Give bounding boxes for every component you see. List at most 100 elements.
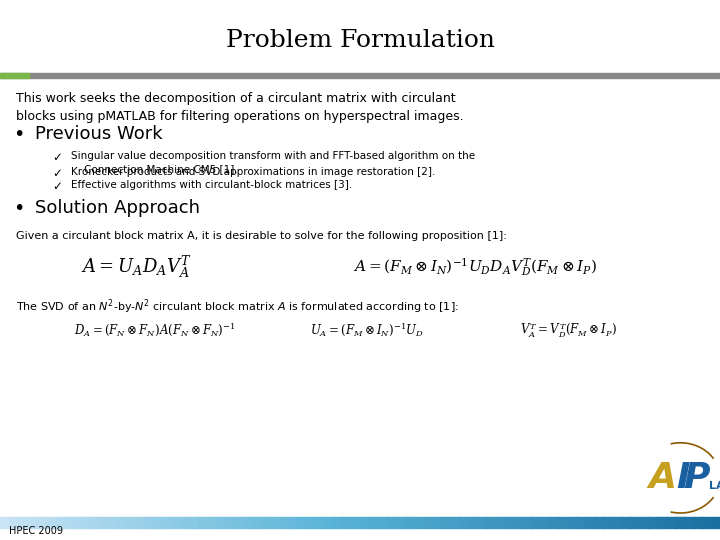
Bar xyxy=(0,517,11,528)
Bar xyxy=(351,517,361,528)
Text: ✓: ✓ xyxy=(52,167,62,180)
Bar xyxy=(405,517,415,528)
Bar xyxy=(153,517,163,528)
Bar xyxy=(288,517,298,528)
Text: LAB: LAB xyxy=(709,481,720,491)
Text: The SVD of an $N^2$-by-$N^2$ circulant block matrix $A$ is formulated according : The SVD of an $N^2$-by-$N^2$ circulant b… xyxy=(16,297,459,315)
Bar xyxy=(531,517,541,528)
Text: $D_A = (F_N \otimes F_N) A (F_N \otimes F_N)^{-1}$: $D_A = (F_N \otimes F_N) A (F_N \otimes … xyxy=(74,322,235,339)
Text: •: • xyxy=(13,125,24,144)
Bar xyxy=(504,517,514,528)
Bar xyxy=(522,517,533,528)
Bar xyxy=(279,517,289,528)
Bar xyxy=(90,517,101,528)
Text: $U_A = (F_M \otimes I_N)^{-1} U_D$: $U_A = (F_M \otimes I_N)^{-1} U_D$ xyxy=(310,322,424,339)
Bar xyxy=(702,517,713,528)
Bar xyxy=(63,517,73,528)
Bar xyxy=(207,517,217,528)
Bar xyxy=(306,517,317,528)
Bar xyxy=(648,517,658,528)
Text: Problem Formulation: Problem Formulation xyxy=(225,29,495,52)
Bar xyxy=(234,517,245,528)
Text: This work seeks the decomposition of a circulant matrix with circulant
blocks us: This work seeks the decomposition of a c… xyxy=(16,92,464,123)
Bar xyxy=(540,517,550,528)
Bar xyxy=(711,517,720,528)
Bar xyxy=(459,517,469,528)
Bar xyxy=(297,517,307,528)
Bar xyxy=(369,517,379,528)
Bar xyxy=(621,517,631,528)
Text: Previous Work: Previous Work xyxy=(35,125,162,143)
Bar xyxy=(9,517,19,528)
Bar xyxy=(27,517,37,528)
Text: I: I xyxy=(676,461,689,495)
Text: P: P xyxy=(684,461,710,495)
Bar xyxy=(0,73,720,78)
Bar xyxy=(54,517,65,528)
Bar xyxy=(36,517,46,528)
Bar xyxy=(135,517,145,528)
Bar xyxy=(81,517,91,528)
Bar xyxy=(495,517,505,528)
Bar xyxy=(594,517,605,528)
Bar xyxy=(360,517,370,528)
Text: $A = (F_M \otimes I_N)^{-1} U_D D_A V_D^T (F_M \otimes I_P)$: $A = (F_M \otimes I_N)^{-1} U_D D_A V_D^… xyxy=(354,256,597,278)
Bar xyxy=(108,517,119,528)
Text: A: A xyxy=(649,461,676,495)
Text: ✓: ✓ xyxy=(52,180,62,193)
Bar xyxy=(639,517,649,528)
Bar xyxy=(567,517,577,528)
Bar xyxy=(333,517,343,528)
Bar xyxy=(162,517,173,528)
Bar xyxy=(342,517,353,528)
Text: Kronecker products and SVD approximations in image restoration [2].: Kronecker products and SVD approximation… xyxy=(71,167,435,178)
Text: Given a circulant block matrix A, it is desirable to solve for the following pro: Given a circulant block matrix A, it is … xyxy=(16,231,507,241)
Bar xyxy=(693,517,703,528)
Bar xyxy=(171,517,181,528)
Text: Solution Approach: Solution Approach xyxy=(35,199,199,217)
Bar xyxy=(675,517,685,528)
Bar xyxy=(189,517,199,528)
Bar xyxy=(630,517,641,528)
Text: Singular value decomposition transform with and FFT-based algorithm on the
    C: Singular value decomposition transform w… xyxy=(71,151,474,174)
Bar xyxy=(432,517,442,528)
Bar xyxy=(198,517,209,528)
Bar xyxy=(0,73,29,78)
Bar xyxy=(513,517,523,528)
Bar xyxy=(144,517,154,528)
Text: Effective algorithms with circulant-block matrices [3].: Effective algorithms with circulant-bloc… xyxy=(71,180,352,191)
Bar xyxy=(549,517,559,528)
Bar xyxy=(585,517,595,528)
Bar xyxy=(468,517,478,528)
Text: $A = U_A D_A V_A^T$: $A = U_A D_A V_A^T$ xyxy=(81,254,192,280)
Bar xyxy=(315,517,325,528)
Bar xyxy=(423,517,433,528)
Text: $V_A^T = V_D^T (F_M \otimes I_P)$: $V_A^T = V_D^T (F_M \otimes I_P)$ xyxy=(521,321,617,340)
Bar xyxy=(414,517,425,528)
Bar xyxy=(612,517,623,528)
Bar xyxy=(396,517,407,528)
Bar xyxy=(324,517,334,528)
Bar xyxy=(72,517,82,528)
Bar xyxy=(216,517,226,528)
Bar xyxy=(45,517,55,528)
Bar xyxy=(603,517,613,528)
Bar xyxy=(387,517,397,528)
Bar xyxy=(684,517,695,528)
Bar xyxy=(477,517,487,528)
Bar xyxy=(18,517,29,528)
Bar xyxy=(99,517,109,528)
Bar xyxy=(126,517,137,528)
Bar xyxy=(261,517,271,528)
Bar xyxy=(657,517,667,528)
Bar xyxy=(225,517,235,528)
Text: ✓: ✓ xyxy=(52,151,62,164)
Bar xyxy=(450,517,461,528)
Bar xyxy=(666,517,677,528)
Bar xyxy=(270,517,281,528)
Bar xyxy=(243,517,253,528)
Bar xyxy=(378,517,389,528)
Bar xyxy=(576,517,586,528)
Bar xyxy=(486,517,497,528)
Bar xyxy=(252,517,262,528)
